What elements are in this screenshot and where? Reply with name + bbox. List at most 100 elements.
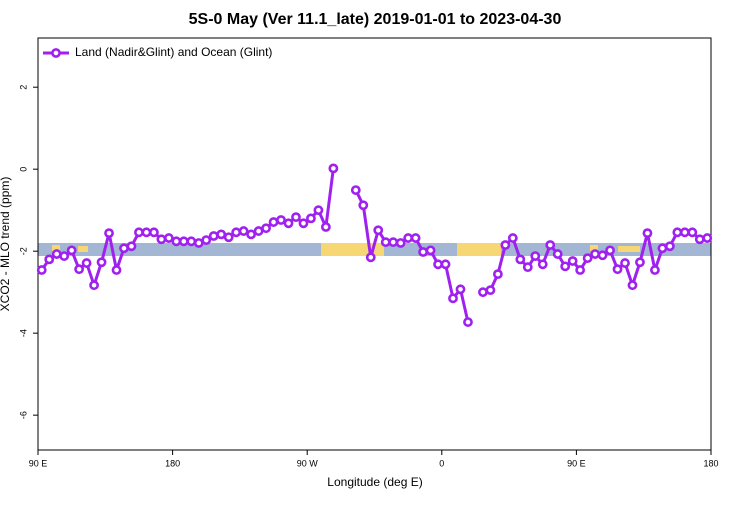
data-point bbox=[702, 233, 713, 243]
data-point bbox=[201, 235, 212, 246]
land-strip bbox=[618, 246, 640, 252]
data-point bbox=[440, 259, 451, 270]
land-strip bbox=[457, 243, 501, 256]
data-point bbox=[530, 251, 541, 261]
data-point bbox=[612, 264, 623, 275]
data-point bbox=[306, 213, 316, 224]
data-point bbox=[410, 233, 421, 243]
data-point bbox=[545, 240, 556, 250]
data-point bbox=[492, 269, 503, 280]
data-point bbox=[178, 236, 189, 247]
data-point bbox=[687, 227, 698, 238]
data-point bbox=[478, 287, 488, 298]
y-axis-label: XCO2 - MLO trend (ppm) bbox=[0, 177, 12, 312]
data-point bbox=[313, 205, 324, 216]
data-point bbox=[276, 215, 286, 225]
data-point bbox=[418, 247, 429, 257]
x-tick-label: 90 E bbox=[567, 458, 586, 468]
data-point bbox=[223, 232, 234, 243]
data-point bbox=[59, 251, 70, 261]
y-tick-label: 0 bbox=[18, 167, 28, 172]
data-point bbox=[156, 234, 167, 245]
data-point bbox=[283, 218, 294, 229]
data-point bbox=[395, 238, 406, 248]
data-point bbox=[238, 226, 249, 236]
x-tick-label: 0 bbox=[439, 458, 444, 468]
data-point bbox=[51, 249, 62, 259]
data-point bbox=[380, 237, 391, 248]
data-point bbox=[433, 259, 443, 270]
data-point bbox=[96, 257, 107, 268]
y-tick-label: -6 bbox=[18, 411, 28, 419]
y-tick-label: 2 bbox=[18, 85, 28, 90]
data-point bbox=[425, 245, 436, 256]
data-point bbox=[193, 238, 204, 248]
data-point bbox=[81, 258, 92, 268]
data-point bbox=[134, 227, 144, 238]
data-point bbox=[358, 200, 369, 211]
data-point bbox=[448, 293, 458, 304]
data-point bbox=[186, 236, 197, 247]
data-point bbox=[403, 233, 414, 243]
data-point bbox=[291, 212, 301, 223]
data-point bbox=[635, 257, 645, 268]
x-tick-label: 90 E bbox=[29, 458, 48, 468]
y-tick-label: -2 bbox=[18, 247, 28, 255]
data-point bbox=[627, 280, 638, 291]
data-point bbox=[141, 227, 152, 238]
data-point bbox=[253, 226, 264, 236]
data-point bbox=[590, 249, 600, 259]
data-point bbox=[507, 233, 518, 243]
data-point bbox=[388, 237, 399, 248]
data-point bbox=[515, 254, 526, 265]
x-tick-label: 180 bbox=[703, 458, 718, 468]
legend-marker bbox=[51, 48, 61, 58]
land-strip bbox=[52, 245, 60, 251]
data-point bbox=[216, 229, 227, 240]
data-point bbox=[163, 233, 174, 243]
data-point bbox=[44, 254, 55, 265]
data-point bbox=[664, 241, 675, 252]
data-point bbox=[104, 228, 114, 239]
data-point bbox=[575, 265, 586, 275]
data-point bbox=[620, 258, 630, 268]
data-point bbox=[119, 243, 129, 254]
data-point bbox=[597, 250, 608, 261]
data-point bbox=[567, 256, 578, 266]
data-point bbox=[298, 218, 309, 229]
data-point bbox=[373, 225, 384, 236]
data-point bbox=[328, 163, 339, 174]
data-point bbox=[657, 243, 668, 254]
data-point bbox=[246, 229, 257, 240]
data-point bbox=[463, 317, 473, 327]
data-point bbox=[111, 265, 122, 275]
data-point bbox=[679, 227, 690, 238]
data-point bbox=[642, 228, 653, 239]
data-point bbox=[320, 222, 331, 232]
data-point bbox=[126, 241, 137, 252]
data-point bbox=[582, 253, 593, 264]
legend-label: Land (Nadir&Glint) and Ocean (Glint) bbox=[75, 45, 272, 59]
data-point bbox=[208, 231, 219, 241]
data-point bbox=[171, 236, 182, 247]
data-point bbox=[672, 227, 683, 238]
data-point bbox=[350, 185, 361, 195]
data-point bbox=[537, 259, 548, 270]
data-point bbox=[605, 245, 615, 256]
chart-title: 5S-0 May (Ver 11.1_late) 2019-01-01 to 2… bbox=[189, 11, 562, 28]
data-point bbox=[552, 249, 563, 259]
data-point bbox=[66, 245, 77, 256]
data-point bbox=[455, 284, 466, 295]
x-tick-label: 180 bbox=[165, 458, 180, 468]
data-point bbox=[650, 265, 660, 275]
x-tick-label: 90 W bbox=[297, 458, 319, 468]
plot-frame bbox=[37, 37, 712, 451]
data-point bbox=[89, 280, 99, 291]
data-point bbox=[149, 227, 159, 238]
land-strip bbox=[590, 245, 598, 251]
data-point bbox=[231, 227, 242, 238]
data-point bbox=[365, 252, 376, 263]
data-point bbox=[560, 261, 571, 272]
data-point bbox=[485, 285, 496, 296]
